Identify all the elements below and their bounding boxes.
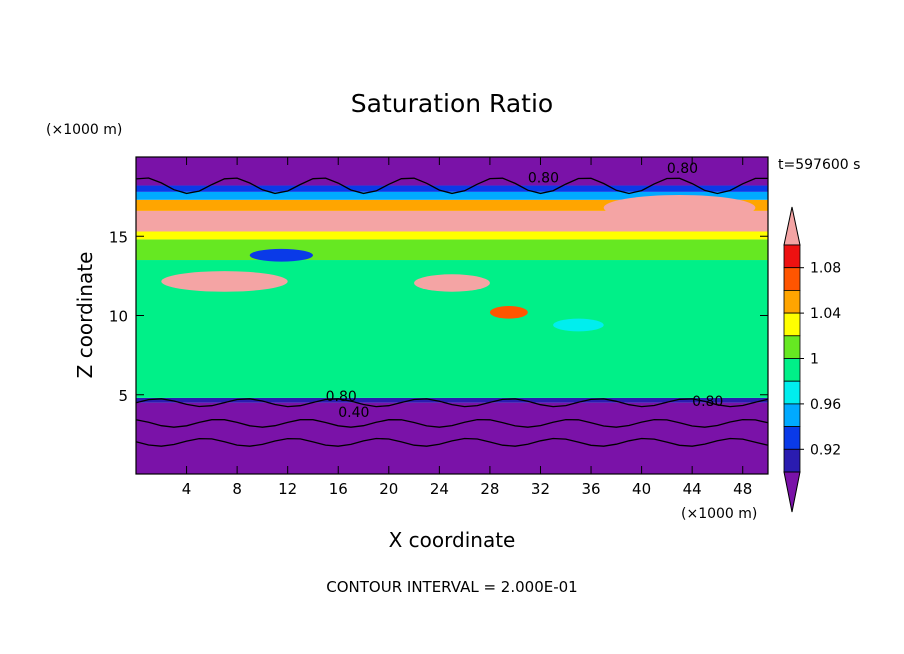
colorbar-bin-1 [783, 448, 801, 473]
field-band-3 [136, 239, 768, 261]
x-tick-label-10: 44 [683, 480, 702, 498]
colorbar-bin-9 [783, 267, 801, 291]
y-tick-label-0: 5 [118, 387, 128, 405]
y-tick-label-1: 10 [109, 308, 128, 326]
contour-interval-footer: CONTOUR INTERVAL = 2.000E-01 [326, 578, 577, 596]
x-axis-label: X coordinate [389, 528, 516, 552]
x-unit-label: (×1000 m) [681, 506, 757, 522]
field-band-7 [136, 191, 768, 200]
colorbar-bin-3 [783, 403, 801, 427]
field-band-4 [136, 231, 768, 240]
contour-label-2: 0.80 [326, 389, 357, 405]
contour-line-3 [135, 437, 769, 447]
y-tick-label-2: 15 [109, 228, 128, 246]
x-tick-label-2: 12 [278, 480, 297, 498]
colorbar-bin-5 [783, 358, 801, 382]
colorbar-label-3: 1.04 [810, 306, 841, 322]
x-tick-label-5: 24 [430, 480, 449, 498]
contour-label-1: 0.80 [667, 161, 698, 177]
colorbar-label-1: 0.96 [810, 397, 841, 413]
x-tick-label-6: 28 [480, 480, 499, 498]
field-band-0 [136, 402, 768, 474]
x-tick-label-3: 16 [329, 480, 348, 498]
x-tick-label-4: 20 [379, 480, 398, 498]
colorbar-bottom-arrow [783, 471, 801, 513]
colorbar-top-arrow [783, 206, 801, 246]
field-patch-1 [414, 274, 490, 292]
field-band-8 [136, 185, 768, 192]
y-unit-label: (×1000 m) [46, 122, 122, 138]
colorbar-bin-10 [783, 244, 801, 269]
contour-line-0 [135, 398, 769, 408]
colorbar-bin-7 [783, 312, 801, 337]
field-band-5 [136, 210, 768, 232]
x-tick-label-0: 4 [182, 480, 192, 498]
time-label: t=597600 s [778, 157, 860, 173]
contour-label-3: 0.40 [338, 405, 369, 421]
colorbar-bin-2 [783, 426, 801, 450]
colorbar-label-2: 1 [810, 352, 819, 368]
field-band-1 [136, 397, 768, 403]
contour-line-2 [135, 418, 769, 428]
colorbar-bin-6 [783, 335, 801, 359]
x-tick-label-7: 32 [531, 480, 550, 498]
contour-label-0: 0.80 [528, 170, 559, 186]
colorbar-bin-8 [783, 289, 801, 314]
contour-label-4: 0.80 [692, 394, 723, 410]
field-patch-5 [553, 318, 604, 332]
colorbar-label-4: 1.08 [810, 261, 841, 277]
field-patch-2 [249, 248, 313, 262]
colorbar-bin-4 [783, 380, 801, 405]
contour-line-1 [135, 177, 768, 195]
y-axis-label: Z coordinate [73, 252, 97, 379]
x-tick-label-9: 40 [632, 480, 651, 498]
field-patch-3 [603, 195, 756, 221]
contour-labels: 0.800.800.800.400.80 [326, 161, 724, 421]
x-tick-label-8: 36 [581, 480, 600, 498]
colorbar: 0.92 0.96 1 1.04 1.08 [783, 206, 841, 513]
x-tick-label-11: 48 [733, 480, 752, 498]
field-band-6 [136, 199, 768, 211]
chart-title: Saturation Ratio [351, 89, 553, 118]
contour-plot-area [135, 156, 769, 475]
x-tick-label-1: 8 [232, 480, 242, 498]
field-patch-4 [489, 305, 528, 319]
colorbar-label-0: 0.92 [810, 442, 841, 458]
field-patch-0 [161, 271, 288, 292]
